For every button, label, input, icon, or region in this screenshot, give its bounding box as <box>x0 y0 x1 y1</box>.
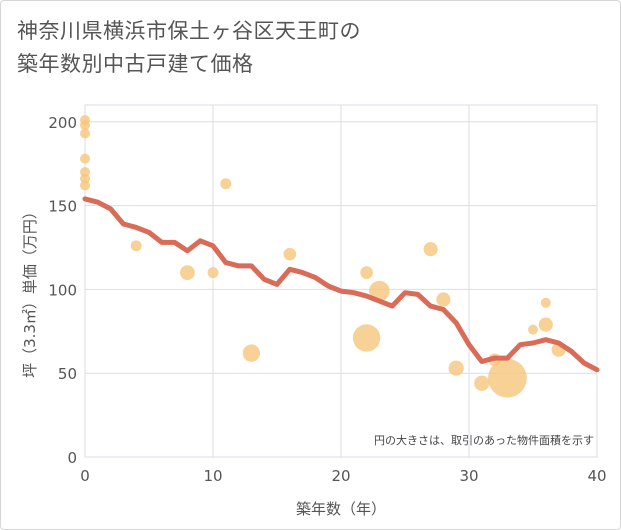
bubble-point <box>488 358 527 398</box>
x-tick-label: 20 <box>331 467 350 485</box>
bubble-point <box>283 247 297 261</box>
bubble-point <box>207 267 219 279</box>
bubble-point <box>130 240 142 252</box>
bubble-point <box>220 178 232 190</box>
bubble-point <box>80 128 90 139</box>
axis-ticks: 0 10 20 30 40 0 50 100 150 200 <box>48 114 606 485</box>
chart-title-line-2: 築年数別中古戸建て価格 <box>17 52 254 76</box>
bubble-point <box>540 297 551 308</box>
y-tick-label: 50 <box>58 365 77 383</box>
bubble-point <box>538 317 553 332</box>
grid-lines <box>84 104 598 458</box>
bubble-point <box>242 344 261 362</box>
x-tick-label: 10 <box>203 467 222 485</box>
bubble-point <box>179 265 195 281</box>
bubble-point <box>360 266 373 279</box>
bubble-point <box>448 360 464 376</box>
y-tick-label: 0 <box>67 449 77 467</box>
chart-title-line-1: 神奈川県横浜市保土ヶ谷区天王町の <box>17 19 361 43</box>
x-tick-label: 40 <box>587 467 606 485</box>
x-tick-label: 30 <box>459 467 478 485</box>
bubble-point <box>369 280 390 302</box>
bubble-point <box>528 324 538 335</box>
y-tick-label: 200 <box>48 114 77 132</box>
chart-title: 神奈川県横浜市保土ヶ谷区天王町の 築年数別中古戸建て価格 <box>17 15 597 81</box>
bubbles-layer <box>80 115 566 398</box>
x-tick-label: 0 <box>80 467 90 485</box>
bubble-point <box>80 180 90 191</box>
x-axis-label: 築年数（年） <box>296 500 386 518</box>
bubble-size-note: 円の大きさは、取引のあった物件面積を示す <box>374 433 594 447</box>
bubble-point <box>352 324 381 352</box>
y-tick-label: 150 <box>48 198 77 216</box>
y-axis-label: 坪（3.3㎡）単価（万円） <box>21 204 39 378</box>
bubble-point <box>436 292 451 307</box>
bubble-point <box>80 153 90 164</box>
bubble-point <box>474 375 490 391</box>
bubble-point <box>423 242 438 257</box>
y-tick-label: 100 <box>48 281 77 299</box>
average-price-line <box>82 196 600 373</box>
bubble-point <box>80 120 90 131</box>
